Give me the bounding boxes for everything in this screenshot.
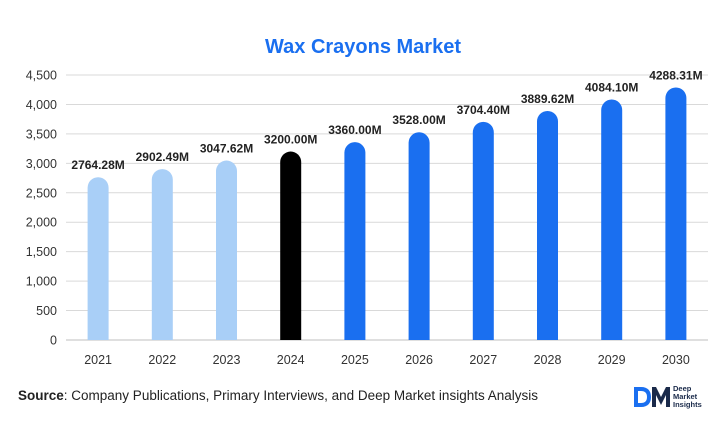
company-logo: Deep Market Insights xyxy=(632,383,722,413)
data-label: 3704.40M xyxy=(457,103,510,117)
bars xyxy=(87,87,687,341)
data-label: 3528.00M xyxy=(392,113,445,127)
bar-2030 xyxy=(665,87,687,341)
bar-2025 xyxy=(344,142,366,340)
logo-line: Deep xyxy=(673,384,692,393)
bar-2026 xyxy=(408,132,430,340)
x-tick-label: 2028 xyxy=(534,353,562,367)
bar-2027 xyxy=(472,121,494,340)
y-tick-label: 1,500 xyxy=(26,245,57,259)
bar-2021 xyxy=(87,177,109,340)
x-tick-label: 2024 xyxy=(277,353,305,367)
data-label: 3889.62M xyxy=(521,92,574,106)
gridlines xyxy=(66,74,708,341)
data-labels: 2764.28M 2902.49M 3047.62M 3200.00M 3360.00M… xyxy=(71,68,702,172)
dm-logo-icon xyxy=(634,387,670,407)
logo-line: Market xyxy=(673,392,698,401)
x-tick-label: 2026 xyxy=(405,353,433,367)
y-tick-label: 2,000 xyxy=(26,216,57,230)
bar-2022 xyxy=(151,169,173,340)
bar-2024 xyxy=(280,151,302,340)
data-label: 3047.62M xyxy=(200,142,253,156)
y-tick-label: 3,500 xyxy=(26,127,57,141)
y-tick-label: 1,000 xyxy=(26,275,57,289)
data-label: 4084.10M xyxy=(585,80,638,94)
bar-2028 xyxy=(537,110,558,340)
bar-2023 xyxy=(216,160,237,340)
x-tick-label: 2029 xyxy=(598,353,626,367)
data-label: 3200.00M xyxy=(264,133,317,147)
y-tick-label: 4,000 xyxy=(26,98,57,112)
logo-wordmark: Deep Market Insights xyxy=(673,385,702,409)
y-tick-label: 0 xyxy=(50,334,57,348)
data-label: 3360.00M xyxy=(328,123,381,137)
y-tick-label: 3,000 xyxy=(26,157,57,171)
x-tick-label: 2022 xyxy=(148,353,176,367)
x-tick-label: 2030 xyxy=(662,353,690,367)
source-text: : Company Publications, Primary Intervie… xyxy=(63,388,538,403)
x-axis: 2021 2022 2023 2024 2025 2026 2027 2028 2029 2030 xyxy=(84,353,690,367)
y-tick-label: 500 xyxy=(36,304,57,318)
x-tick-label: 2023 xyxy=(213,353,241,367)
chart-title: Wax Crayons Market xyxy=(265,36,461,58)
bar-2029 xyxy=(601,99,623,341)
data-label: 4288.31M xyxy=(649,68,702,82)
x-tick-label: 2025 xyxy=(341,353,369,367)
x-tick-label: 2021 xyxy=(84,353,112,367)
logo-line: Insights xyxy=(673,400,702,409)
y-tick-label: 4,500 xyxy=(26,69,57,83)
x-tick-label: 2027 xyxy=(469,353,497,367)
y-axis: 0 500 1,000 1,500 2,000 2,500 3,000 3,500 4,000 4… xyxy=(26,69,57,348)
source-label: Source xyxy=(18,388,64,403)
data-label: 2902.49M xyxy=(136,150,189,164)
y-tick-label: 2,500 xyxy=(26,186,57,200)
bar-chart: 0 500 1,000 1,500 2,000 2,500 3,000 3,500 4,000 4… xyxy=(26,68,708,367)
data-label: 2764.28M xyxy=(71,158,124,172)
source-note: Source: Company Publications, Primary In… xyxy=(18,388,538,403)
